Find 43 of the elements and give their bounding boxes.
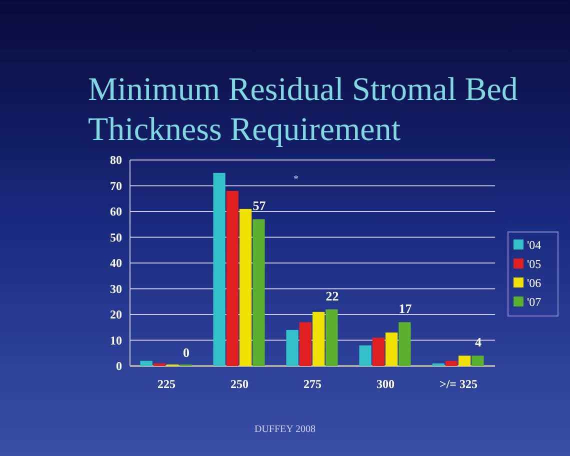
- data-label: 0: [182, 345, 190, 360]
- y-tick-label: 30: [110, 282, 122, 296]
- bar: [226, 190, 238, 366]
- y-tick-label: 10: [110, 333, 122, 348]
- annotation: *: [294, 174, 298, 185]
- y-tick-label: 50: [110, 230, 122, 244]
- y-tick-label: 20: [110, 308, 122, 322]
- y-tick-label: 40: [110, 256, 122, 270]
- bar: [213, 172, 226, 366]
- bar: [372, 338, 384, 366]
- bar: [312, 312, 325, 366]
- bar: [398, 322, 411, 366]
- chart-title: Minimum Residual Stromal Bed Thickness Requirement: [88, 72, 518, 148]
- y-tick-label: 60: [110, 204, 122, 218]
- bar: [445, 360, 458, 366]
- text: DUFFEY 2008: [254, 424, 316, 435]
- bar: [140, 360, 152, 366]
- bar: [472, 356, 484, 366]
- bar: [432, 363, 444, 366]
- x-tick-label: 250: [230, 377, 248, 391]
- bar: [458, 356, 471, 366]
- bar: [326, 309, 338, 366]
- data-label: 17: [398, 301, 412, 316]
- y-tick-label: 80: [110, 153, 122, 167]
- legend-label: '05: [527, 257, 542, 271]
- legend-label: '04: [527, 238, 542, 252]
- bar: [153, 363, 166, 366]
- legend-label: '06: [527, 276, 542, 290]
- x-tick-label: >/= 325: [439, 377, 478, 391]
- legend-label: '07: [527, 295, 542, 309]
- bar: [286, 330, 298, 366]
- bar: [299, 322, 312, 366]
- y-tick-label: 0: [116, 359, 122, 373]
- x-tick-label: 275: [304, 377, 322, 391]
- x-tick-label: 225: [158, 377, 176, 391]
- data-label: 57: [252, 198, 266, 214]
- bar: [252, 219, 265, 366]
- bar: [240, 208, 252, 366]
- x-tick-label: 300: [376, 377, 394, 391]
- bar: [386, 332, 398, 366]
- y-tick-label: 70: [110, 178, 122, 193]
- bar: [359, 345, 372, 366]
- data-label: 22: [326, 288, 339, 304]
